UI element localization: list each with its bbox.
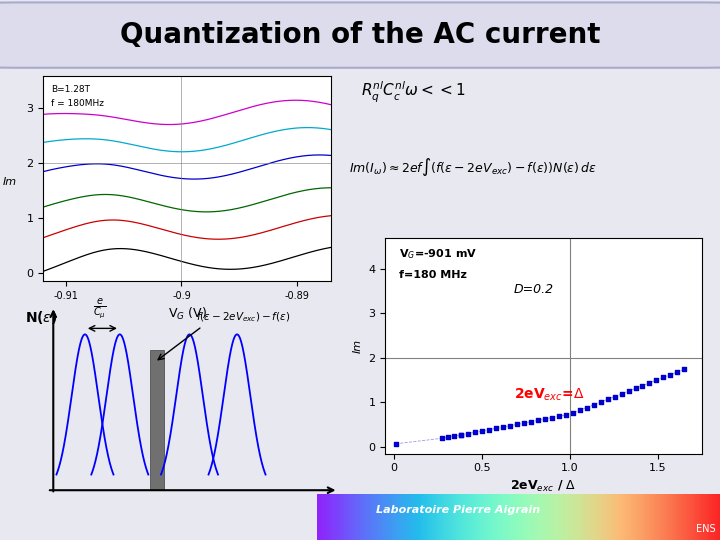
Text: $f(\varepsilon - 2eV_{exc}) - f(\varepsilon)$: $f(\varepsilon - 2eV_{exc}) - f(\varepsi… — [196, 311, 290, 325]
Point — [490, 424, 502, 433]
Text: B=1.28T: B=1.28T — [51, 85, 90, 94]
Point — [651, 376, 662, 384]
Text: Im: Im — [3, 177, 17, 187]
Point — [511, 420, 523, 429]
Point — [560, 410, 572, 419]
Point — [455, 430, 467, 439]
Point — [455, 430, 467, 439]
Text: Quantization of the AC current: Quantization of the AC current — [120, 21, 600, 49]
Text: N($\varepsilon$): N($\varepsilon$) — [24, 309, 58, 326]
Point — [609, 392, 621, 401]
Text: $R_q^{nl} C_c^{nl} \omega << 1$: $R_q^{nl} C_c^{nl} \omega << 1$ — [361, 80, 465, 105]
Point — [504, 421, 516, 430]
Point — [679, 365, 690, 374]
Point — [636, 381, 648, 390]
Text: V$_G$=-901 mV: V$_G$=-901 mV — [400, 248, 477, 261]
Text: $\frac{e}{C_\mu}$: $\frac{e}{C_\mu}$ — [93, 296, 106, 320]
X-axis label: 2eV$_{exc}$ / $\Delta$: 2eV$_{exc}$ / $\Delta$ — [510, 479, 577, 494]
Text: f=180 MHz: f=180 MHz — [400, 269, 467, 280]
Point — [665, 370, 676, 379]
Point — [497, 423, 508, 431]
Text: ~
~: ~ ~ — [0, 539, 1, 540]
Point — [657, 373, 669, 382]
Point — [630, 384, 642, 393]
X-axis label: V$_G$ (V): V$_G$ (V) — [168, 306, 207, 322]
Point — [483, 426, 495, 434]
Text: 2eV$_{exc}$=$\Delta$: 2eV$_{exc}$=$\Delta$ — [513, 387, 584, 403]
Point — [532, 416, 544, 425]
Point — [588, 401, 599, 409]
Bar — [150, 350, 164, 490]
Point — [462, 429, 474, 438]
Point — [574, 406, 585, 415]
Point — [644, 379, 655, 387]
Point — [672, 368, 683, 376]
Point — [518, 419, 529, 428]
FancyBboxPatch shape — [0, 2, 720, 68]
Y-axis label: Im: Im — [353, 339, 363, 353]
Text: ENS: ENS — [696, 524, 716, 534]
Point — [539, 415, 551, 423]
Point — [469, 428, 481, 436]
Text: $Im(I_\omega) \approx 2ef \int \left(f(\varepsilon - 2eV_{exc}) - f(\varepsilon): $Im(I_\omega) \approx 2ef \int \left(f(\… — [349, 156, 597, 178]
Point — [623, 387, 634, 395]
Point — [436, 434, 447, 443]
Point — [616, 389, 627, 398]
Point — [390, 440, 402, 448]
Point — [595, 398, 606, 407]
Text: Laboratoire Pierre Aigrain: Laboratoire Pierre Aigrain — [376, 505, 540, 515]
Point — [553, 412, 564, 421]
Point — [581, 403, 593, 412]
Point — [525, 417, 536, 426]
Point — [476, 427, 487, 435]
Text: D=0.2: D=0.2 — [513, 284, 554, 296]
Point — [546, 414, 557, 422]
Point — [567, 409, 578, 417]
Point — [442, 433, 454, 442]
Point — [602, 395, 613, 403]
Text: f = 180MHz: f = 180MHz — [51, 99, 104, 107]
Point — [449, 431, 460, 440]
